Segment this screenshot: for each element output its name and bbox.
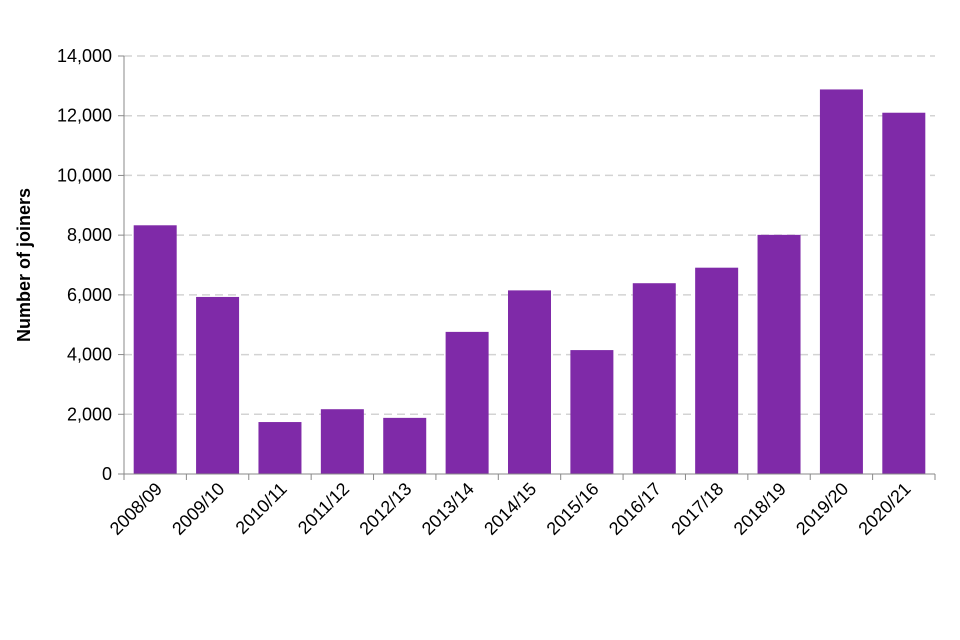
y-tick-label: 0 [102,464,112,484]
x-tick-label: 2012/13 [355,479,415,539]
bar-2019-20 [819,89,863,474]
axes [123,56,935,475]
bar-2008-09 [133,225,177,474]
x-tick-label: 2015/16 [543,479,603,539]
bar-2016-17 [632,283,676,474]
bar-2012-13 [383,417,427,474]
bar-2013-14 [445,331,489,474]
x-tick-label: 2017/18 [667,479,727,539]
y-tick-label: 8,000 [67,225,112,245]
x-tick-label: 2019/20 [792,479,852,539]
bar-2018-19 [757,234,801,474]
y-tick-label: 4,000 [67,345,112,365]
y-tick-labels: 0 2,000 4,000 6,000 8,000 10,000 12,000 14,000 [57,46,124,484]
y-tick-label: 12,000 [57,106,112,126]
x-tick-labels: 2008/09 2009/10 2010/11 2011/12 2012/13 2013/… [106,474,936,539]
x-tick-label: 2013/14 [418,479,478,539]
x-tick-label: 2014/15 [480,479,540,539]
x-tick-label: 2008/09 [106,479,166,539]
y-tick-label: 14,000 [57,46,112,66]
bar-2010-11 [258,422,302,474]
bar-2020-21 [882,112,926,474]
bars [133,89,926,474]
bar-2009-10 [196,296,240,474]
bar-2014-15 [508,290,551,474]
x-tick-label: 2016/17 [605,479,665,539]
y-axis-title: Number of joiners [14,188,34,342]
x-tick-label: 2020/21 [854,479,914,539]
x-tick-label: 2009/10 [168,479,228,539]
x-tick-label: 2018/19 [730,479,790,539]
y-tick-label: 10,000 [57,165,112,185]
y-tick-label: 2,000 [67,404,112,424]
bar-2015-16 [570,350,614,474]
x-tick-label: 2010/11 [232,479,291,538]
bar-2017-18 [695,267,739,474]
y-tick-label: 6,000 [67,285,112,305]
bar-2011-12 [320,409,364,474]
x-tick-label: 2011/12 [294,479,353,538]
